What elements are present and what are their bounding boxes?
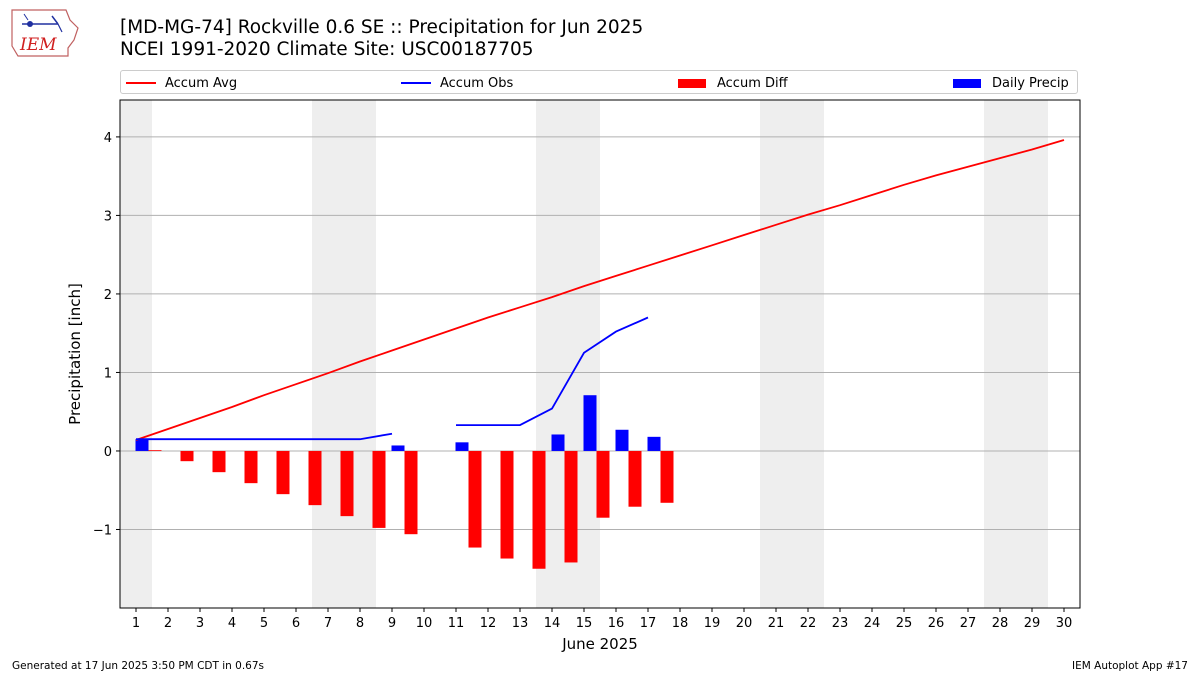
daily-precip-bar-day-17 <box>647 436 661 451</box>
daily-precip-bar-day-16 <box>615 429 629 451</box>
daily-precip-bar-day-1 <box>135 439 149 451</box>
legend-item-accum-obs: Accum Obs <box>401 74 513 92</box>
weekend-band-3 <box>760 100 824 608</box>
weekend-band-4 <box>984 100 1048 608</box>
x-tick-label-24: 24 <box>864 616 881 631</box>
x-tick-label-8: 8 <box>356 616 364 631</box>
diff-bar-day-3 <box>212 450 226 473</box>
x-tick-label-27: 27 <box>960 616 977 631</box>
x-tick-label-21: 21 <box>768 616 785 631</box>
y-tick-label-0: 0 <box>104 445 112 460</box>
y-tick-label-3: 3 <box>104 209 112 224</box>
legend-item-accum-diff: Accum Diff <box>678 74 788 92</box>
x-tick-label-2: 2 <box>164 616 172 631</box>
diff-bar-day-6 <box>308 450 322 506</box>
weekend-band-1 <box>312 100 376 608</box>
legend-label-accum-diff: Accum Diff <box>717 75 788 91</box>
footer-generated: Generated at 17 Jun 2025 3:50 PM CDT in … <box>12 660 265 672</box>
x-tick-label-18: 18 <box>672 616 689 631</box>
diff-bar-day-7 <box>340 450 354 517</box>
legend-item-daily-precip: Daily Precip <box>953 74 1069 92</box>
daily-precip-bar-day-9 <box>391 445 405 451</box>
x-tick-label-1: 1 <box>132 616 140 631</box>
x-tick-label-13: 13 <box>512 616 529 631</box>
logo-text: IEM <box>19 35 57 55</box>
legend-label-accum-obs: Accum Obs <box>440 75 514 91</box>
accum-obs-line-segment-1 <box>456 316 649 427</box>
diff-bar-day-13 <box>532 450 546 569</box>
x-tick-label-15: 15 <box>576 616 593 631</box>
x-tick-label-22: 22 <box>800 616 817 631</box>
weekend-band-0 <box>120 100 152 608</box>
x-tick-label-23: 23 <box>832 616 849 631</box>
x-axis-label: June 2025 <box>561 635 638 653</box>
y-tick-label--1: −1 <box>93 523 112 538</box>
diff-bar-day-8 <box>372 450 386 528</box>
iem-logo: IEM <box>8 6 80 60</box>
diff-bar-day-17 <box>660 450 674 503</box>
iowa-map-logo: IEM <box>11 9 79 57</box>
legend-swatch-accum-obs <box>401 82 431 84</box>
legend-swatch-accum-avg <box>126 82 156 84</box>
y-axis-label: Precipitation [inch] <box>66 283 84 425</box>
daily-precip-bar-day-11 <box>455 442 469 451</box>
diff-bar-day-4 <box>244 450 258 484</box>
x-tick-label-28: 28 <box>992 616 1009 631</box>
x-tick-label-29: 29 <box>1024 616 1041 631</box>
diff-bar-day-12 <box>500 450 514 559</box>
x-tick-label-9: 9 <box>388 616 396 631</box>
x-tick-label-16: 16 <box>608 616 625 631</box>
legend-label-accum-avg: Accum Avg <box>165 75 238 91</box>
x-tick-label-10: 10 <box>416 616 433 631</box>
x-tick-label-5: 5 <box>260 616 268 631</box>
x-tick-label-25: 25 <box>896 616 913 631</box>
daily-precip-bar-day-15 <box>583 395 597 451</box>
accum-obs-line-segment-0 <box>136 432 393 441</box>
y-tick-label-1: 1 <box>104 366 112 381</box>
x-tick-label-17: 17 <box>640 616 657 631</box>
footer-app-id: IEM Autoplot App #17 <box>1072 660 1188 672</box>
legend-swatch-accum-diff <box>678 78 706 88</box>
y-tick-label-4: 4 <box>104 131 112 146</box>
legend-swatch-daily-precip <box>953 78 981 88</box>
x-tick-label-3: 3 <box>196 616 204 631</box>
x-tick-label-19: 19 <box>704 616 721 631</box>
diff-bar-day-14 <box>564 450 578 563</box>
legend-label-daily-precip: Daily Precip <box>992 75 1069 91</box>
x-tick-label-20: 20 <box>736 616 753 631</box>
y-tick-label-2: 2 <box>104 288 112 303</box>
accum-avg-line-segment-0 <box>135 139 1065 441</box>
chart-title: [MD-MG-74] Rockville 0.6 SE :: Precipita… <box>120 17 643 61</box>
diff-bar-day-1 <box>148 450 162 451</box>
title-line-2: NCEI 1991-2020 Climate Site: USC00187705 <box>120 39 534 60</box>
title-line-1: [MD-MG-74] Rockville 0.6 SE :: Precipita… <box>120 17 644 38</box>
x-tick-label-26: 26 <box>928 616 945 631</box>
legend-item-accum-avg: Accum Avg <box>126 74 237 92</box>
x-tick-label-30: 30 <box>1056 616 1073 631</box>
x-tick-label-6: 6 <box>292 616 300 631</box>
diff-bar-day-5 <box>276 450 290 495</box>
x-tick-label-7: 7 <box>324 616 332 631</box>
diff-bar-day-11 <box>468 450 482 548</box>
x-tick-label-11: 11 <box>448 616 465 631</box>
diff-bar-day-9 <box>404 450 418 535</box>
legend: Accum Avg Accum Obs Accum Diff Daily Pre… <box>120 70 1078 94</box>
x-tick-label-14: 14 <box>544 616 561 631</box>
plot-frame <box>119 99 1081 609</box>
x-tick-label-12: 12 <box>480 616 497 631</box>
diff-bar-day-16 <box>628 450 642 507</box>
x-tick-label-4: 4 <box>228 616 236 631</box>
diff-bar-day-2 <box>180 450 194 462</box>
diff-bar-day-15 <box>596 450 610 518</box>
daily-precip-bar-day-14 <box>551 434 565 451</box>
